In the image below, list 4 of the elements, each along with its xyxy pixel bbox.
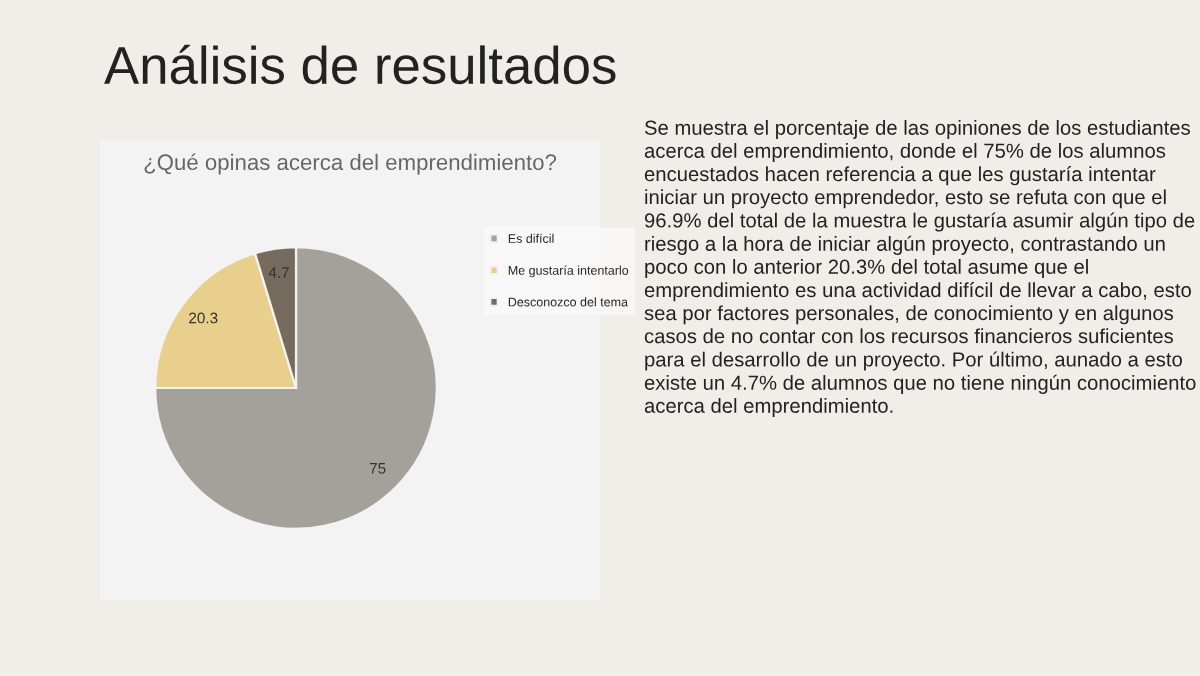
chart-title: ¿Qué opinas acerca del emprendimiento? [144,153,557,175]
pie-slice [154,246,438,530]
text: Análisis de resultados [104,44,616,85]
text: Se muestra el porcentaje de las opiniones de los estudiantes acerca del emprendimiento, donde el 75% de los alumnos encuestados hacen referencia a que les gustaría intentar iniciar un proyecto emprendedor, esto se refuta con que el 96.9% del total de la muestra le gustaría asumir algún tipo de riesgo a la hora de iniciar algún proyecto, contrastando un poco con lo anterior 20.3% del total asume que el emprendimiento es una actividad difícil de llevar a cabo, esto sea por factores personales, de conocimiento y en algunos casos de no contar con los recursos financieros suficientes para el desarrollo de un proyecto. Por último, aunado a esto existe un 4.7% de alumnos que no tiene ningún conocimiento acerca del emprendimiento. [644,120,1196,417]
